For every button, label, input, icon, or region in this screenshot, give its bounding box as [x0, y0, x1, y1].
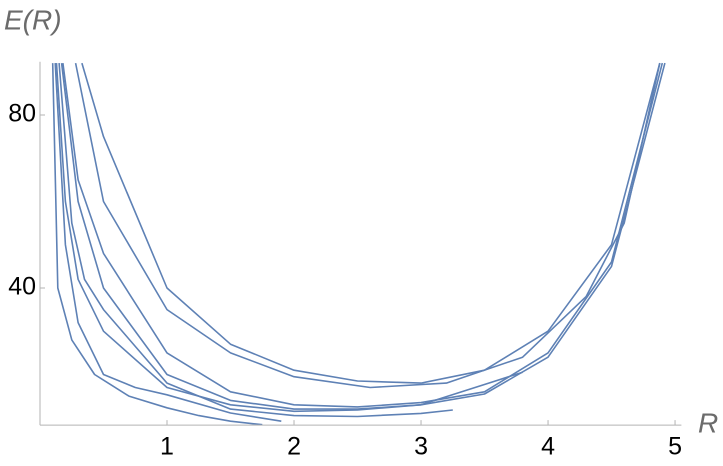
curve [81, 62, 661, 384]
curve [55, 62, 666, 413]
y-tick-label: 40 [8, 273, 36, 301]
x-tick-label: 2 [287, 433, 301, 461]
x-tick-label: 5 [668, 433, 682, 461]
curve [58, 63, 453, 418]
curve [62, 62, 664, 408]
curve [51, 63, 263, 426]
plot-area [51, 62, 666, 426]
x-tick-label: 4 [541, 433, 555, 461]
x-tick-label: 1 [160, 433, 174, 461]
x-axis-label: R [698, 407, 718, 438]
curve [54, 63, 282, 422]
y-tick-label: 80 [8, 100, 36, 128]
y-axis-label: E(R) [4, 4, 62, 35]
curve [60, 63, 523, 410]
x-tick-label: 3 [414, 433, 428, 461]
curve [74, 62, 661, 389]
